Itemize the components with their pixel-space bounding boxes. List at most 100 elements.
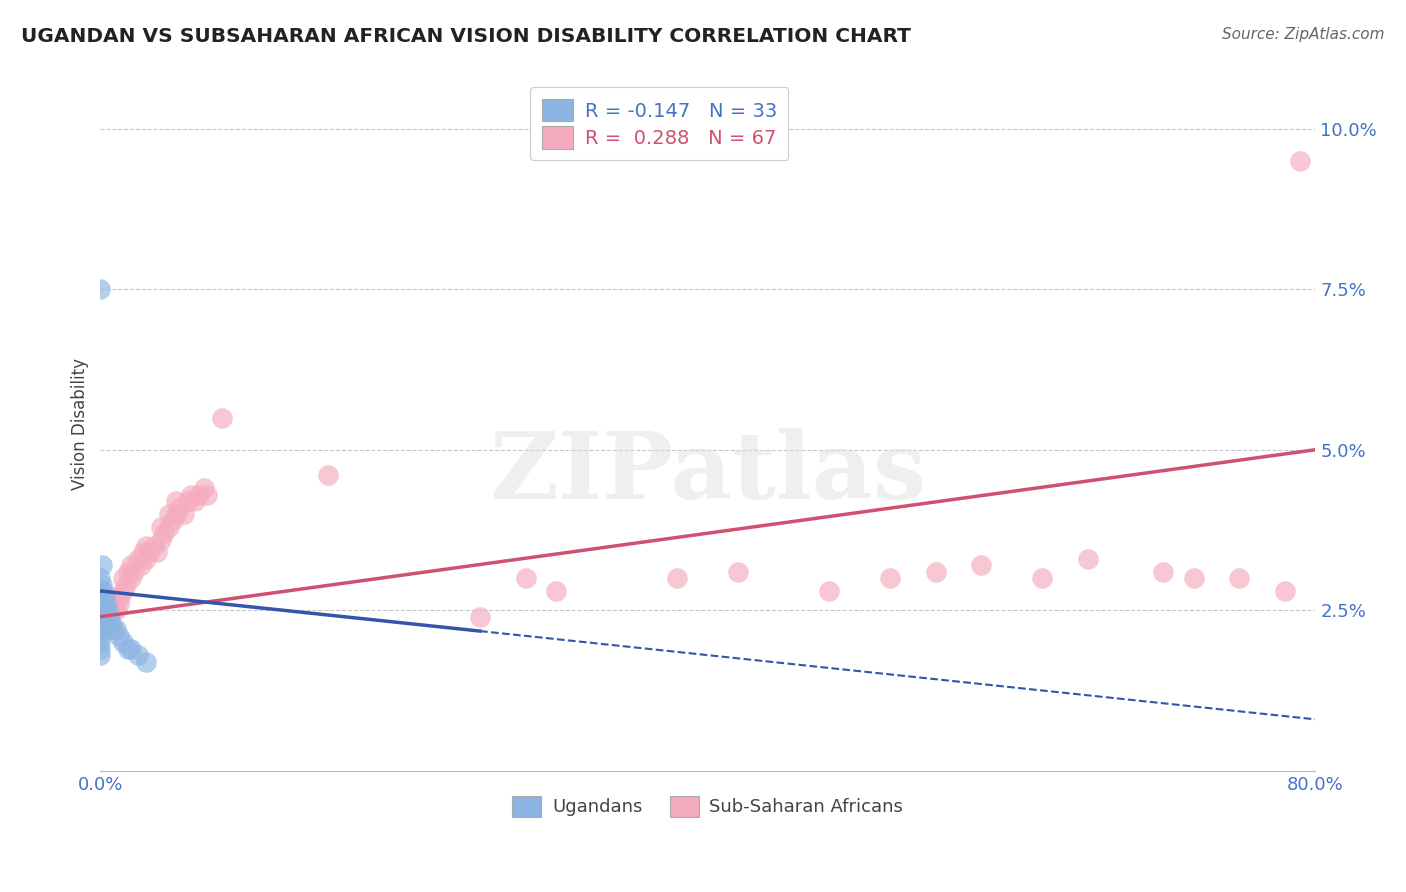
Point	[145, 545, 167, 559]
Point	[1289, 153, 1312, 168]
Point	[138, 545, 160, 559]
Point	[1031, 571, 1053, 585]
Point	[1229, 571, 1251, 585]
Point	[97, 623, 120, 637]
Point	[101, 603, 124, 617]
Point	[89, 615, 111, 630]
Point	[544, 584, 567, 599]
Point	[107, 629, 129, 643]
Point	[1076, 552, 1098, 566]
Point	[180, 488, 202, 502]
Point	[120, 641, 142, 656]
Point	[94, 603, 117, 617]
Point	[112, 584, 135, 599]
Point	[165, 507, 187, 521]
Point	[173, 507, 195, 521]
Point	[94, 591, 117, 605]
Point	[104, 603, 127, 617]
Point	[112, 571, 135, 585]
Point	[211, 410, 233, 425]
Point	[127, 648, 149, 662]
Point	[94, 609, 117, 624]
Point	[89, 597, 111, 611]
Point	[165, 494, 187, 508]
Point	[924, 565, 946, 579]
Point	[131, 558, 153, 573]
Point	[93, 584, 115, 599]
Point	[107, 597, 129, 611]
Point	[89, 623, 111, 637]
Point	[100, 615, 122, 630]
Point	[90, 577, 112, 591]
Point	[468, 609, 491, 624]
Point	[117, 565, 139, 579]
Point	[90, 558, 112, 573]
Point	[89, 597, 111, 611]
Point	[101, 623, 124, 637]
Point	[93, 623, 115, 637]
Point	[169, 500, 191, 515]
Point	[1274, 584, 1296, 599]
Text: Source: ZipAtlas.com: Source: ZipAtlas.com	[1222, 27, 1385, 42]
Point	[90, 603, 112, 617]
Point	[157, 520, 180, 534]
Point	[89, 629, 111, 643]
Point	[132, 545, 155, 559]
Point	[112, 635, 135, 649]
Point	[150, 520, 173, 534]
Point	[98, 609, 121, 624]
Point	[90, 584, 112, 599]
Point	[89, 623, 111, 637]
Point	[96, 609, 118, 624]
Point	[193, 481, 215, 495]
Point	[108, 591, 131, 605]
Point	[818, 584, 841, 599]
Point	[135, 539, 157, 553]
Point	[89, 635, 111, 649]
Point	[89, 641, 111, 656]
Point	[96, 597, 118, 611]
Point	[103, 597, 125, 611]
Point	[1152, 565, 1174, 579]
Point	[104, 591, 127, 605]
Point	[970, 558, 993, 573]
Point	[98, 609, 121, 624]
Point	[127, 552, 149, 566]
Point	[89, 584, 111, 599]
Point	[93, 591, 115, 605]
Text: ZIPatlas: ZIPatlas	[489, 427, 927, 517]
Point	[89, 282, 111, 296]
Point	[162, 513, 184, 527]
Text: UGANDAN VS SUBSAHARAN AFRICAN VISION DISABILITY CORRELATION CHART: UGANDAN VS SUBSAHARAN AFRICAN VISION DIS…	[21, 27, 911, 45]
Point	[727, 565, 749, 579]
Point	[89, 571, 111, 585]
Legend: Ugandans, Sub-Saharan Africans: Ugandans, Sub-Saharan Africans	[505, 789, 911, 824]
Point	[104, 623, 127, 637]
Point	[115, 577, 138, 591]
Point	[97, 603, 120, 617]
Point	[879, 571, 901, 585]
Point	[188, 488, 211, 502]
Point	[142, 539, 165, 553]
Y-axis label: Vision Disability: Vision Disability	[72, 358, 89, 490]
Point	[93, 615, 115, 630]
Point	[117, 641, 139, 656]
Point	[150, 533, 173, 547]
Point	[153, 526, 176, 541]
Point	[93, 603, 115, 617]
Point	[90, 597, 112, 611]
Point	[177, 494, 200, 508]
Point	[157, 507, 180, 521]
Point	[195, 488, 218, 502]
Point	[135, 552, 157, 566]
Point	[183, 494, 205, 508]
Point	[515, 571, 537, 585]
Point	[120, 558, 142, 573]
Point	[135, 655, 157, 669]
Point	[100, 597, 122, 611]
Point	[96, 615, 118, 630]
Point	[89, 609, 111, 624]
Point	[666, 571, 689, 585]
Point	[97, 603, 120, 617]
Point	[96, 597, 118, 611]
